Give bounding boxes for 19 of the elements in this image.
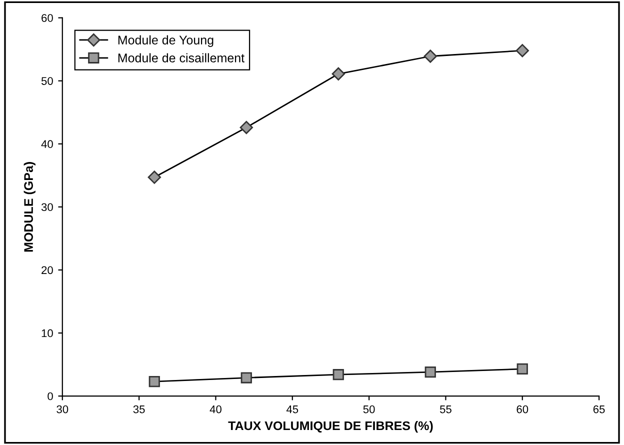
y-tick-label: 40	[41, 140, 53, 148]
x-tick-label: 55	[440, 405, 452, 414]
legend-label: Module de cisaillement	[118, 53, 244, 62]
x-axis-title: TAUX VOLUMIQUE DE FIBRES (%)	[228, 420, 433, 433]
legend-label: Module de Young	[118, 35, 214, 47]
y-tick-label: 10	[42, 329, 53, 338]
y-tick-label: 30	[41, 203, 53, 212]
x-tick-label: 45	[286, 405, 298, 414]
x-tick-label: 65	[593, 405, 605, 414]
y-axis-title: MODULE (GPa)	[24, 162, 36, 252]
x-tick-label: 30	[56, 405, 68, 414]
y-tick-label: 20	[42, 266, 53, 274]
y-tick-label: 60	[42, 14, 53, 22]
y-tick-label: 50	[41, 77, 53, 85]
x-tick-label: 40	[210, 405, 222, 414]
x-tick-label: 35	[133, 405, 145, 414]
x-tick-label: 50	[363, 405, 375, 414]
y-tick-label: 0	[48, 392, 53, 400]
x-tick-label: 60	[516, 405, 528, 414]
